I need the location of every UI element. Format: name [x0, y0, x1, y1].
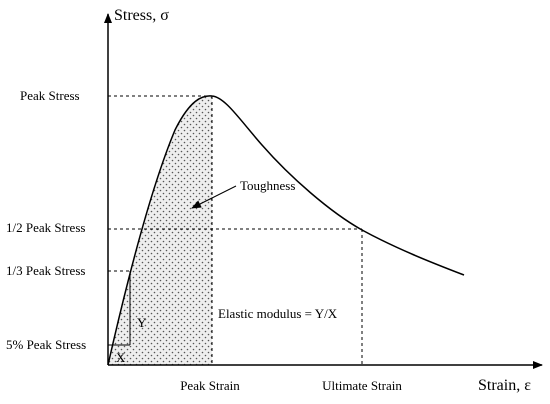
stress-strain-curve: [107, 95, 465, 366]
y-axis-label: Stress, σ: [114, 7, 169, 24]
y-level-label: 1/3 Peak Stress: [6, 263, 85, 278]
y-level-label: Peak Stress: [20, 88, 80, 103]
annotation: Toughness: [240, 178, 295, 193]
x-level-label: Ultimate Strain: [322, 378, 402, 393]
toughness-area: [108, 95, 212, 365]
annotation: X: [116, 350, 126, 365]
y-level-label: 5% Peak Stress: [6, 337, 86, 352]
x-level-label: Peak Strain: [180, 378, 240, 393]
annotation: Y: [137, 315, 147, 330]
annotation: Elastic modulus = Y/X: [218, 306, 338, 321]
x-axis-label: Strain, ε: [478, 377, 531, 394]
y-level-label: 1/2 Peak Stress: [6, 220, 85, 235]
pointer-arrow: [191, 185, 237, 209]
